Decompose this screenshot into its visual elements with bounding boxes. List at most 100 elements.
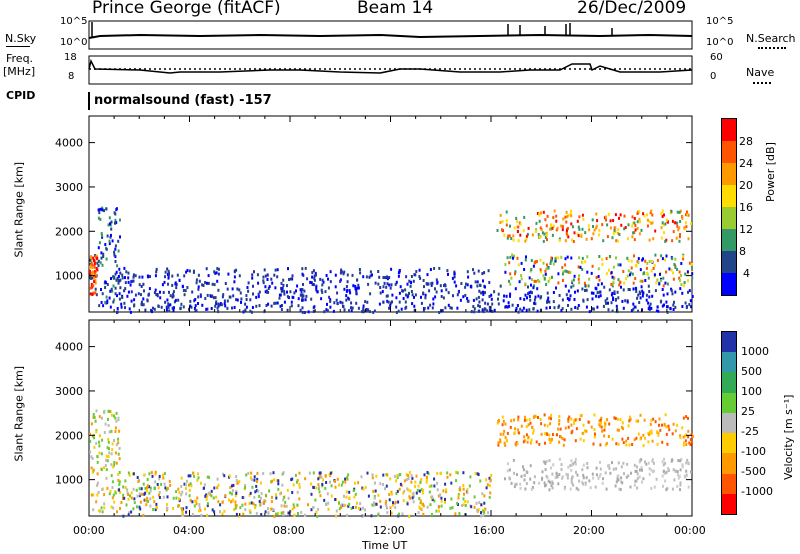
- power-cell: [278, 293, 281, 297]
- velocity-cell: [354, 492, 357, 496]
- power-cell: [449, 306, 452, 310]
- velocity-cell: [412, 494, 415, 498]
- power-cell: [265, 290, 268, 294]
- power-cell: [459, 298, 462, 302]
- velocity-cell: [687, 435, 690, 439]
- velocity-cell: [571, 482, 574, 485]
- velocity-cell: [420, 478, 423, 481]
- velocity-cell: [249, 491, 252, 495]
- velocity-cell: [419, 499, 422, 503]
- velocity-cell: [260, 496, 262, 500]
- velocity-cell: [373, 496, 376, 500]
- power-cell: [362, 307, 365, 311]
- velocity-cell: [195, 502, 198, 506]
- power-cell: [488, 281, 491, 284]
- power-cell: [678, 278, 681, 282]
- power-cell: [346, 280, 349, 284]
- power-cell: [450, 306, 453, 310]
- velocity-cell: [323, 498, 326, 502]
- xtick-5: 20:00: [573, 524, 605, 537]
- power-cell: [533, 279, 536, 283]
- velocity-cell: [239, 506, 242, 510]
- power-cell: [610, 271, 613, 275]
- velocity-cell: [139, 507, 142, 511]
- power-cell: [482, 279, 484, 283]
- velocity-cell: [436, 481, 439, 485]
- power-cell: [535, 221, 538, 225]
- power-cell: [178, 278, 181, 282]
- power-cell: [579, 265, 582, 269]
- velocity-cell: [516, 473, 518, 476]
- power-cell: [573, 231, 576, 235]
- velocity-cell: [586, 466, 589, 470]
- power-cell: [114, 244, 117, 248]
- power-cell: [223, 302, 226, 306]
- velocity-cell: [359, 507, 362, 511]
- power-cell: [304, 311, 306, 314]
- velocity-cell: [347, 504, 350, 508]
- power-cell: [553, 306, 556, 310]
- velocity-cell: [145, 503, 148, 507]
- velocity-cell: [105, 476, 108, 480]
- velocity-cell: [684, 434, 686, 438]
- power-cell: [679, 287, 682, 291]
- power-cell: [614, 226, 617, 230]
- power-cell: [660, 254, 663, 258]
- power-cell: [435, 290, 438, 294]
- power-cell: [630, 259, 633, 263]
- velocity-cell: [249, 510, 252, 514]
- power-cell: [619, 263, 622, 267]
- velocity-cell: [90, 422, 93, 426]
- velocity-cell: [451, 506, 454, 510]
- power-cell: [591, 297, 594, 301]
- power-cell: [398, 269, 401, 272]
- velocity-cell: [310, 482, 313, 486]
- power-cell: [591, 264, 594, 268]
- cpid-text: normalsound (fast) -157: [94, 93, 272, 108]
- power-cell: [578, 227, 581, 231]
- velocity-cell: [444, 500, 446, 504]
- power-cell: [469, 285, 472, 288]
- velocity-cell: [396, 474, 399, 478]
- power-cell: [505, 219, 508, 223]
- power-cell: [632, 307, 635, 311]
- power-cell: [678, 239, 681, 243]
- power-cell: [666, 292, 669, 296]
- velocity-cell: [180, 493, 183, 497]
- velocity-cell: [244, 508, 247, 512]
- velocity-cell: [618, 487, 621, 491]
- velocity-cell: [679, 434, 682, 438]
- velocity-cell: [149, 504, 152, 508]
- power-cell: [511, 303, 514, 307]
- power-cell: [276, 275, 279, 279]
- velocity-cell: [633, 483, 636, 487]
- power-cell: [650, 221, 653, 225]
- velocity-cell: [216, 477, 219, 481]
- power-cell: [678, 276, 681, 280]
- power-cell: [129, 283, 132, 287]
- power-cell: [426, 273, 429, 277]
- power-cell: [166, 267, 169, 271]
- power-cell: [636, 212, 639, 215]
- power-cell: [528, 294, 531, 298]
- power-cell: [624, 299, 627, 303]
- velocity-cell: [504, 477, 506, 481]
- power-cell: [552, 300, 555, 304]
- power-cell: [608, 268, 610, 272]
- velocity-cell: [283, 504, 286, 508]
- velocity-cell: [532, 428, 535, 432]
- power-cell: [617, 232, 620, 235]
- power-cbar-tick-24: 24: [739, 157, 753, 170]
- power-cell: [619, 280, 622, 284]
- velocity-cell: [158, 493, 160, 497]
- velocity-cell: [255, 484, 258, 488]
- velocity-cell: [505, 439, 508, 443]
- velocity-cell: [262, 472, 265, 475]
- power-cell: [273, 273, 276, 277]
- power-cell: [654, 289, 657, 293]
- velocity-cell: [233, 508, 236, 512]
- power-cell: [571, 279, 574, 283]
- power-cell: [215, 271, 218, 275]
- power-cell: [626, 256, 629, 260]
- velocity-cell: [223, 509, 226, 513]
